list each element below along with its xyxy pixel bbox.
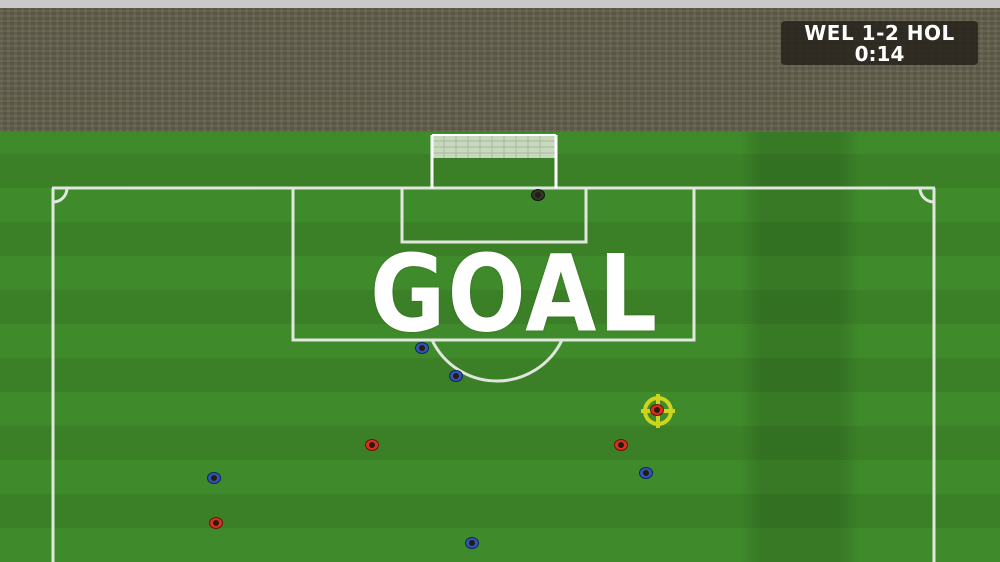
six-yard-box [400,186,588,244]
corner-arc-right [918,187,935,204]
player-red [210,518,222,528]
player-blue [450,371,462,381]
player-blue [640,468,652,478]
player-blue [466,538,478,548]
goal-banner: GOAL [370,232,660,356]
pitch-markings [51,134,936,562]
goal-net [430,134,558,188]
match-score: WEL 1-2 HOL [804,21,955,45]
corner-arc-left [52,187,69,204]
pitch [0,132,1000,562]
goalkeeper [532,190,544,200]
top-border [0,0,1000,8]
player-red [366,440,378,450]
penalty-arc [430,339,564,383]
player-blue [208,473,220,483]
match-clock: 0:14 [854,42,905,66]
player-red [615,440,627,450]
player-blue [416,343,428,353]
player-red-selected[interactable] [651,405,663,415]
scoreboard: WEL 1-2 HOL 0:14 [781,21,978,65]
